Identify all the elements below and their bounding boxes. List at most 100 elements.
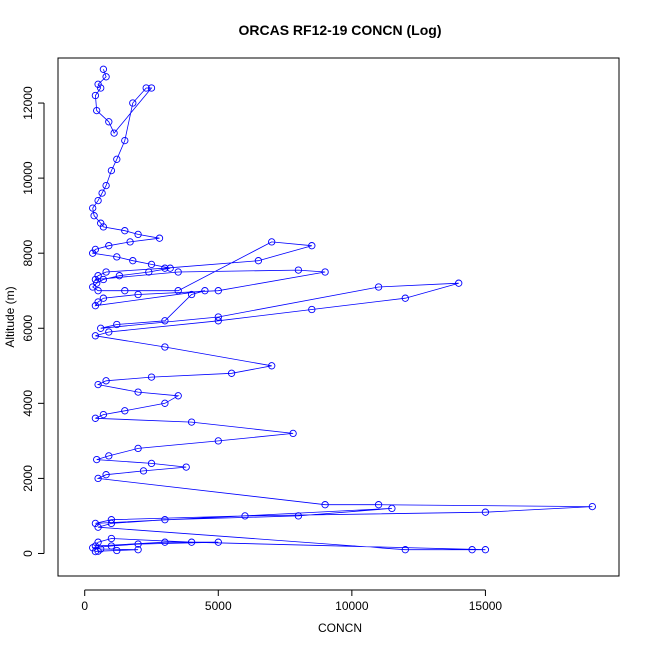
data-point <box>94 474 102 483</box>
data-point <box>174 268 182 276</box>
data-point <box>241 512 249 520</box>
data-point <box>139 467 148 475</box>
data-point <box>145 268 153 276</box>
data-point <box>93 455 101 464</box>
data-point <box>94 272 102 280</box>
data-point <box>134 388 142 396</box>
data-point <box>588 502 596 511</box>
data-point <box>121 407 129 415</box>
data-point <box>308 305 316 314</box>
data-point <box>121 287 129 295</box>
x-tick-label: 5000 <box>205 599 232 613</box>
x-tick-label: 15000 <box>469 599 503 613</box>
plot-frame <box>57 57 620 577</box>
data-point <box>113 155 121 163</box>
data-point <box>142 84 150 92</box>
y-tick-label: 0 <box>21 550 35 557</box>
data-point <box>268 362 276 370</box>
data-point <box>321 268 329 276</box>
data-point <box>94 80 102 88</box>
data-point <box>102 377 110 385</box>
data-point <box>94 547 102 555</box>
data-point <box>129 257 137 265</box>
data-point <box>481 508 490 516</box>
y-tick-label: 4000 <box>21 390 35 417</box>
data-point <box>110 129 118 137</box>
data-point <box>214 287 222 295</box>
data-point <box>94 380 102 389</box>
data-point <box>113 253 121 261</box>
data-point <box>102 73 110 81</box>
data-point <box>105 118 113 126</box>
data-point <box>115 272 124 280</box>
data-point <box>97 219 105 227</box>
data-point <box>161 538 169 546</box>
data-point <box>102 181 110 190</box>
data-point <box>121 227 129 235</box>
data-point <box>161 399 169 407</box>
data-point <box>268 238 276 246</box>
data-point <box>201 287 209 295</box>
data-point <box>147 260 156 269</box>
y-tick-label: 8000 <box>21 240 35 267</box>
data-point <box>214 538 222 546</box>
data-point <box>105 328 113 336</box>
data-point <box>126 238 134 246</box>
data-point <box>374 283 383 291</box>
data-point <box>91 91 100 100</box>
data-point <box>121 136 129 145</box>
x-tick-label: 10000 <box>335 599 369 613</box>
data-point <box>113 320 121 329</box>
data-point <box>187 418 196 426</box>
data-point <box>99 65 108 73</box>
data-point <box>166 264 174 272</box>
data-point <box>214 317 222 325</box>
y-tick-label: 10000 <box>21 161 35 195</box>
data-point <box>107 519 116 528</box>
data-point <box>147 373 156 381</box>
data-point <box>93 106 101 115</box>
y-axis: 0 2000 4000 6000 8000 10000 12000 <box>21 86 45 557</box>
data-point <box>99 275 108 284</box>
data-point <box>105 242 113 250</box>
data-point <box>134 546 142 554</box>
y-tick-label: 2000 <box>21 465 35 492</box>
data-point <box>227 369 236 377</box>
data-point <box>94 538 102 546</box>
data-point <box>308 242 316 250</box>
data-point <box>89 283 97 291</box>
x-axis: 0 5000 10000 15000 <box>81 589 503 613</box>
data-point <box>161 264 169 272</box>
y-tick-label: 12000 <box>21 86 35 120</box>
data-point <box>93 279 101 287</box>
data-point <box>91 245 100 254</box>
data-point <box>97 84 105 92</box>
data-point <box>102 471 110 479</box>
data-layer <box>89 65 596 556</box>
data-point <box>134 540 142 548</box>
data-point <box>107 516 116 524</box>
data-point <box>401 294 409 302</box>
data-point <box>99 410 108 419</box>
data-point <box>129 99 137 107</box>
data-point <box>91 332 100 340</box>
data-point <box>134 290 142 299</box>
data-point <box>89 204 97 212</box>
series-line <box>91 69 593 552</box>
data-point <box>94 523 102 531</box>
data-point <box>147 84 156 92</box>
data-point <box>161 516 169 524</box>
x-tick-label: 0 <box>81 599 88 613</box>
data-point <box>187 290 196 299</box>
data-point <box>134 230 142 239</box>
data-point <box>455 279 463 287</box>
data-point <box>321 501 329 509</box>
data-point <box>401 546 409 554</box>
data-point <box>182 463 190 471</box>
data-point <box>98 189 106 197</box>
data-point <box>91 275 100 284</box>
data-point <box>107 542 116 550</box>
data-point <box>107 534 116 543</box>
